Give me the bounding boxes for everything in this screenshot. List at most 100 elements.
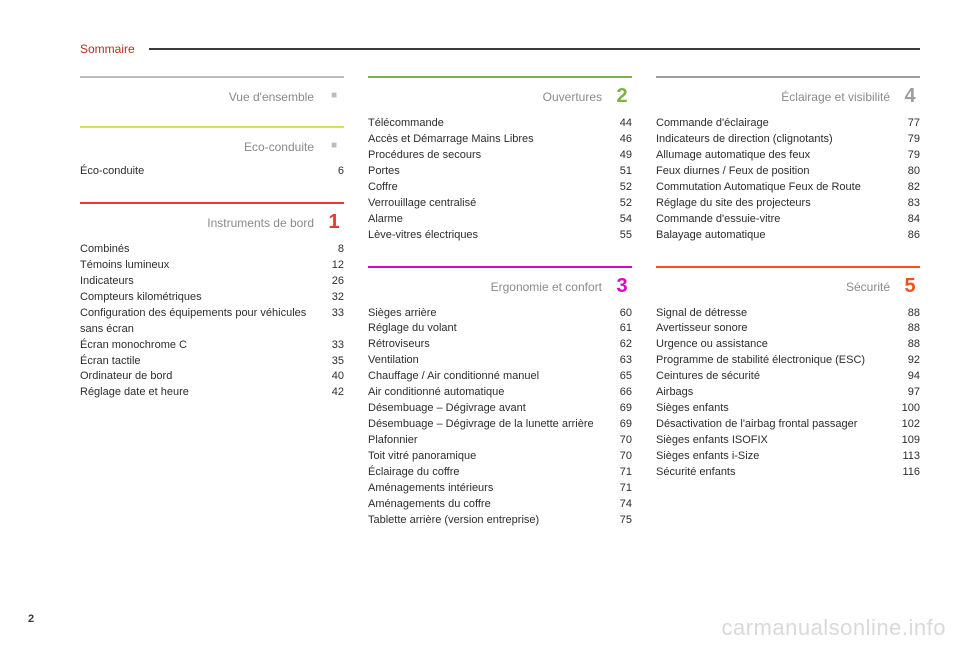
section-dot-icon: ■ bbox=[324, 136, 344, 151]
toc-entry: Feux diurnes / Feux de position80 bbox=[656, 164, 920, 180]
entry-page: 79 bbox=[894, 148, 920, 164]
entry-page: 116 bbox=[894, 465, 920, 481]
toc-entry: Portes51 bbox=[368, 164, 632, 180]
entry-label: Airbags bbox=[656, 385, 894, 401]
entry-page: 40 bbox=[318, 369, 344, 385]
section-dot-icon: ■ bbox=[324, 86, 344, 101]
entry-page: 94 bbox=[894, 369, 920, 385]
section-header: Instruments de bord1 bbox=[80, 212, 344, 232]
entry-page: 44 bbox=[606, 116, 632, 132]
entry-page: 77 bbox=[894, 116, 920, 132]
entry-page: 51 bbox=[606, 164, 632, 180]
toc-section: Ouvertures2Télécommande44Accès et Démarr… bbox=[368, 76, 632, 244]
toc-entry: Sièges enfants100 bbox=[656, 401, 920, 417]
entry-label: Allumage automatique des feux bbox=[656, 148, 894, 164]
toc-section: Sécurité5Signal de détresse88Avertisseur… bbox=[656, 266, 920, 481]
section-number: 1 bbox=[324, 212, 344, 232]
entry-label: Écran monochrome C bbox=[80, 338, 318, 354]
toc-entry: Indicateurs26 bbox=[80, 274, 344, 290]
entry-label: Procédures de secours bbox=[368, 148, 606, 164]
entry-page: 97 bbox=[894, 385, 920, 401]
entry-page: 54 bbox=[606, 212, 632, 228]
toc-entry: Aménagements du coffre74 bbox=[368, 497, 632, 513]
entry-label: Ventilation bbox=[368, 353, 606, 369]
entry-label: Coffre bbox=[368, 180, 606, 196]
entry-label: Indicateurs de direction (clignotants) bbox=[656, 132, 894, 148]
toc-entry: Éclairage du coffre71 bbox=[368, 465, 632, 481]
toc-entry: Tablette arrière (version entreprise)75 bbox=[368, 513, 632, 529]
entry-label: Ordinateur de bord bbox=[80, 369, 318, 385]
entry-page: 113 bbox=[894, 449, 920, 465]
entry-page: 100 bbox=[894, 401, 920, 417]
entry-label: Plafonnier bbox=[368, 433, 606, 449]
entry-page: 70 bbox=[606, 449, 632, 465]
section-title: Ergonomie et confort bbox=[368, 276, 612, 294]
entry-label: Portes bbox=[368, 164, 606, 180]
entry-label: Éclairage du coffre bbox=[368, 465, 606, 481]
entry-label: Sièges arrière bbox=[368, 306, 606, 322]
entry-label: Éco-conduite bbox=[80, 164, 318, 180]
entry-label: Verrouillage centralisé bbox=[368, 196, 606, 212]
column: Ouvertures2Télécommande44Accès et Démarr… bbox=[368, 76, 632, 551]
entry-page: 69 bbox=[606, 417, 632, 433]
entry-page: 65 bbox=[606, 369, 632, 385]
entry-label: Sièges enfants i-Size bbox=[656, 449, 894, 465]
entry-page: 52 bbox=[606, 196, 632, 212]
toc-entry: Configuration des équipements pour véhic… bbox=[80, 306, 344, 338]
entry-label: Air conditionné automatique bbox=[368, 385, 606, 401]
page-number: 2 bbox=[28, 613, 34, 625]
entry-page: 63 bbox=[606, 353, 632, 369]
section-header: Ergonomie et confort3 bbox=[368, 276, 632, 296]
section-header: Ouvertures2 bbox=[368, 86, 632, 106]
section-number: 5 bbox=[900, 276, 920, 296]
section-rule bbox=[80, 202, 344, 204]
toc-entry: Combinés8 bbox=[80, 242, 344, 258]
section-number: 2 bbox=[612, 86, 632, 106]
section-number: 3 bbox=[612, 276, 632, 296]
toc-entry: Plafonnier70 bbox=[368, 433, 632, 449]
entry-page: 84 bbox=[894, 212, 920, 228]
entry-page: 6 bbox=[318, 164, 344, 180]
toc-entry: Écran monochrome C33 bbox=[80, 338, 344, 354]
entry-page: 52 bbox=[606, 180, 632, 196]
toc-entry: Compteurs kilométriques32 bbox=[80, 290, 344, 306]
section-rule bbox=[368, 76, 632, 78]
toc-section: Eco-conduite■ Éco-conduite6 bbox=[80, 126, 344, 180]
entry-label: Sièges enfants bbox=[656, 401, 894, 417]
toc-entry: Chauffage / Air conditionné manuel65 bbox=[368, 369, 632, 385]
entry-page: 62 bbox=[606, 337, 632, 353]
entry-page: 88 bbox=[894, 337, 920, 353]
entry-page: 32 bbox=[318, 290, 344, 306]
entry-page: 69 bbox=[606, 401, 632, 417]
entry-page: 8 bbox=[318, 242, 344, 258]
section-title: Sécurité bbox=[656, 276, 900, 294]
section-title: Eco-conduite bbox=[80, 136, 324, 154]
page-header: Sommaire bbox=[80, 42, 920, 56]
entry-label: Commande d'essuie-vitre bbox=[656, 212, 894, 228]
toc-entry: Procédures de secours49 bbox=[368, 148, 632, 164]
entry-page: 74 bbox=[606, 497, 632, 513]
toc-entry: Sièges enfants ISOFIX109 bbox=[656, 433, 920, 449]
entry-page: 86 bbox=[894, 228, 920, 244]
entry-label: Urgence ou assistance bbox=[656, 337, 894, 353]
toc-entry: Commande d'éclairage77 bbox=[656, 116, 920, 132]
toc-entry: Urgence ou assistance88 bbox=[656, 337, 920, 353]
entry-label: Rétroviseurs bbox=[368, 337, 606, 353]
entry-label: Signal de détresse bbox=[656, 306, 894, 322]
entry-label: Ceintures de sécurité bbox=[656, 369, 894, 385]
toc-entry: Réglage du volant61 bbox=[368, 321, 632, 337]
entry-label: Réglage date et heure bbox=[80, 385, 318, 401]
entry-label: Aménagements du coffre bbox=[368, 497, 606, 513]
column: Éclairage et visibilité4 Commande d'éclai… bbox=[656, 76, 920, 551]
entry-label: Désembuage – Dégivrage de la lunette arr… bbox=[368, 417, 606, 433]
toc-entry: Écran tactile35 bbox=[80, 354, 344, 370]
section-title: Éclairage et visibilité bbox=[656, 86, 900, 104]
toc-entry: Désembuage – Dégivrage avant69 bbox=[368, 401, 632, 417]
entry-label: Combinés bbox=[80, 242, 318, 258]
toc-entry: Alarme54 bbox=[368, 212, 632, 228]
entry-page: 109 bbox=[894, 433, 920, 449]
entry-page: 71 bbox=[606, 465, 632, 481]
section-header: Éclairage et visibilité4 bbox=[656, 86, 920, 106]
entry-label: Configuration des équipements pour véhic… bbox=[80, 306, 318, 338]
entry-label: Sécurité enfants bbox=[656, 465, 894, 481]
